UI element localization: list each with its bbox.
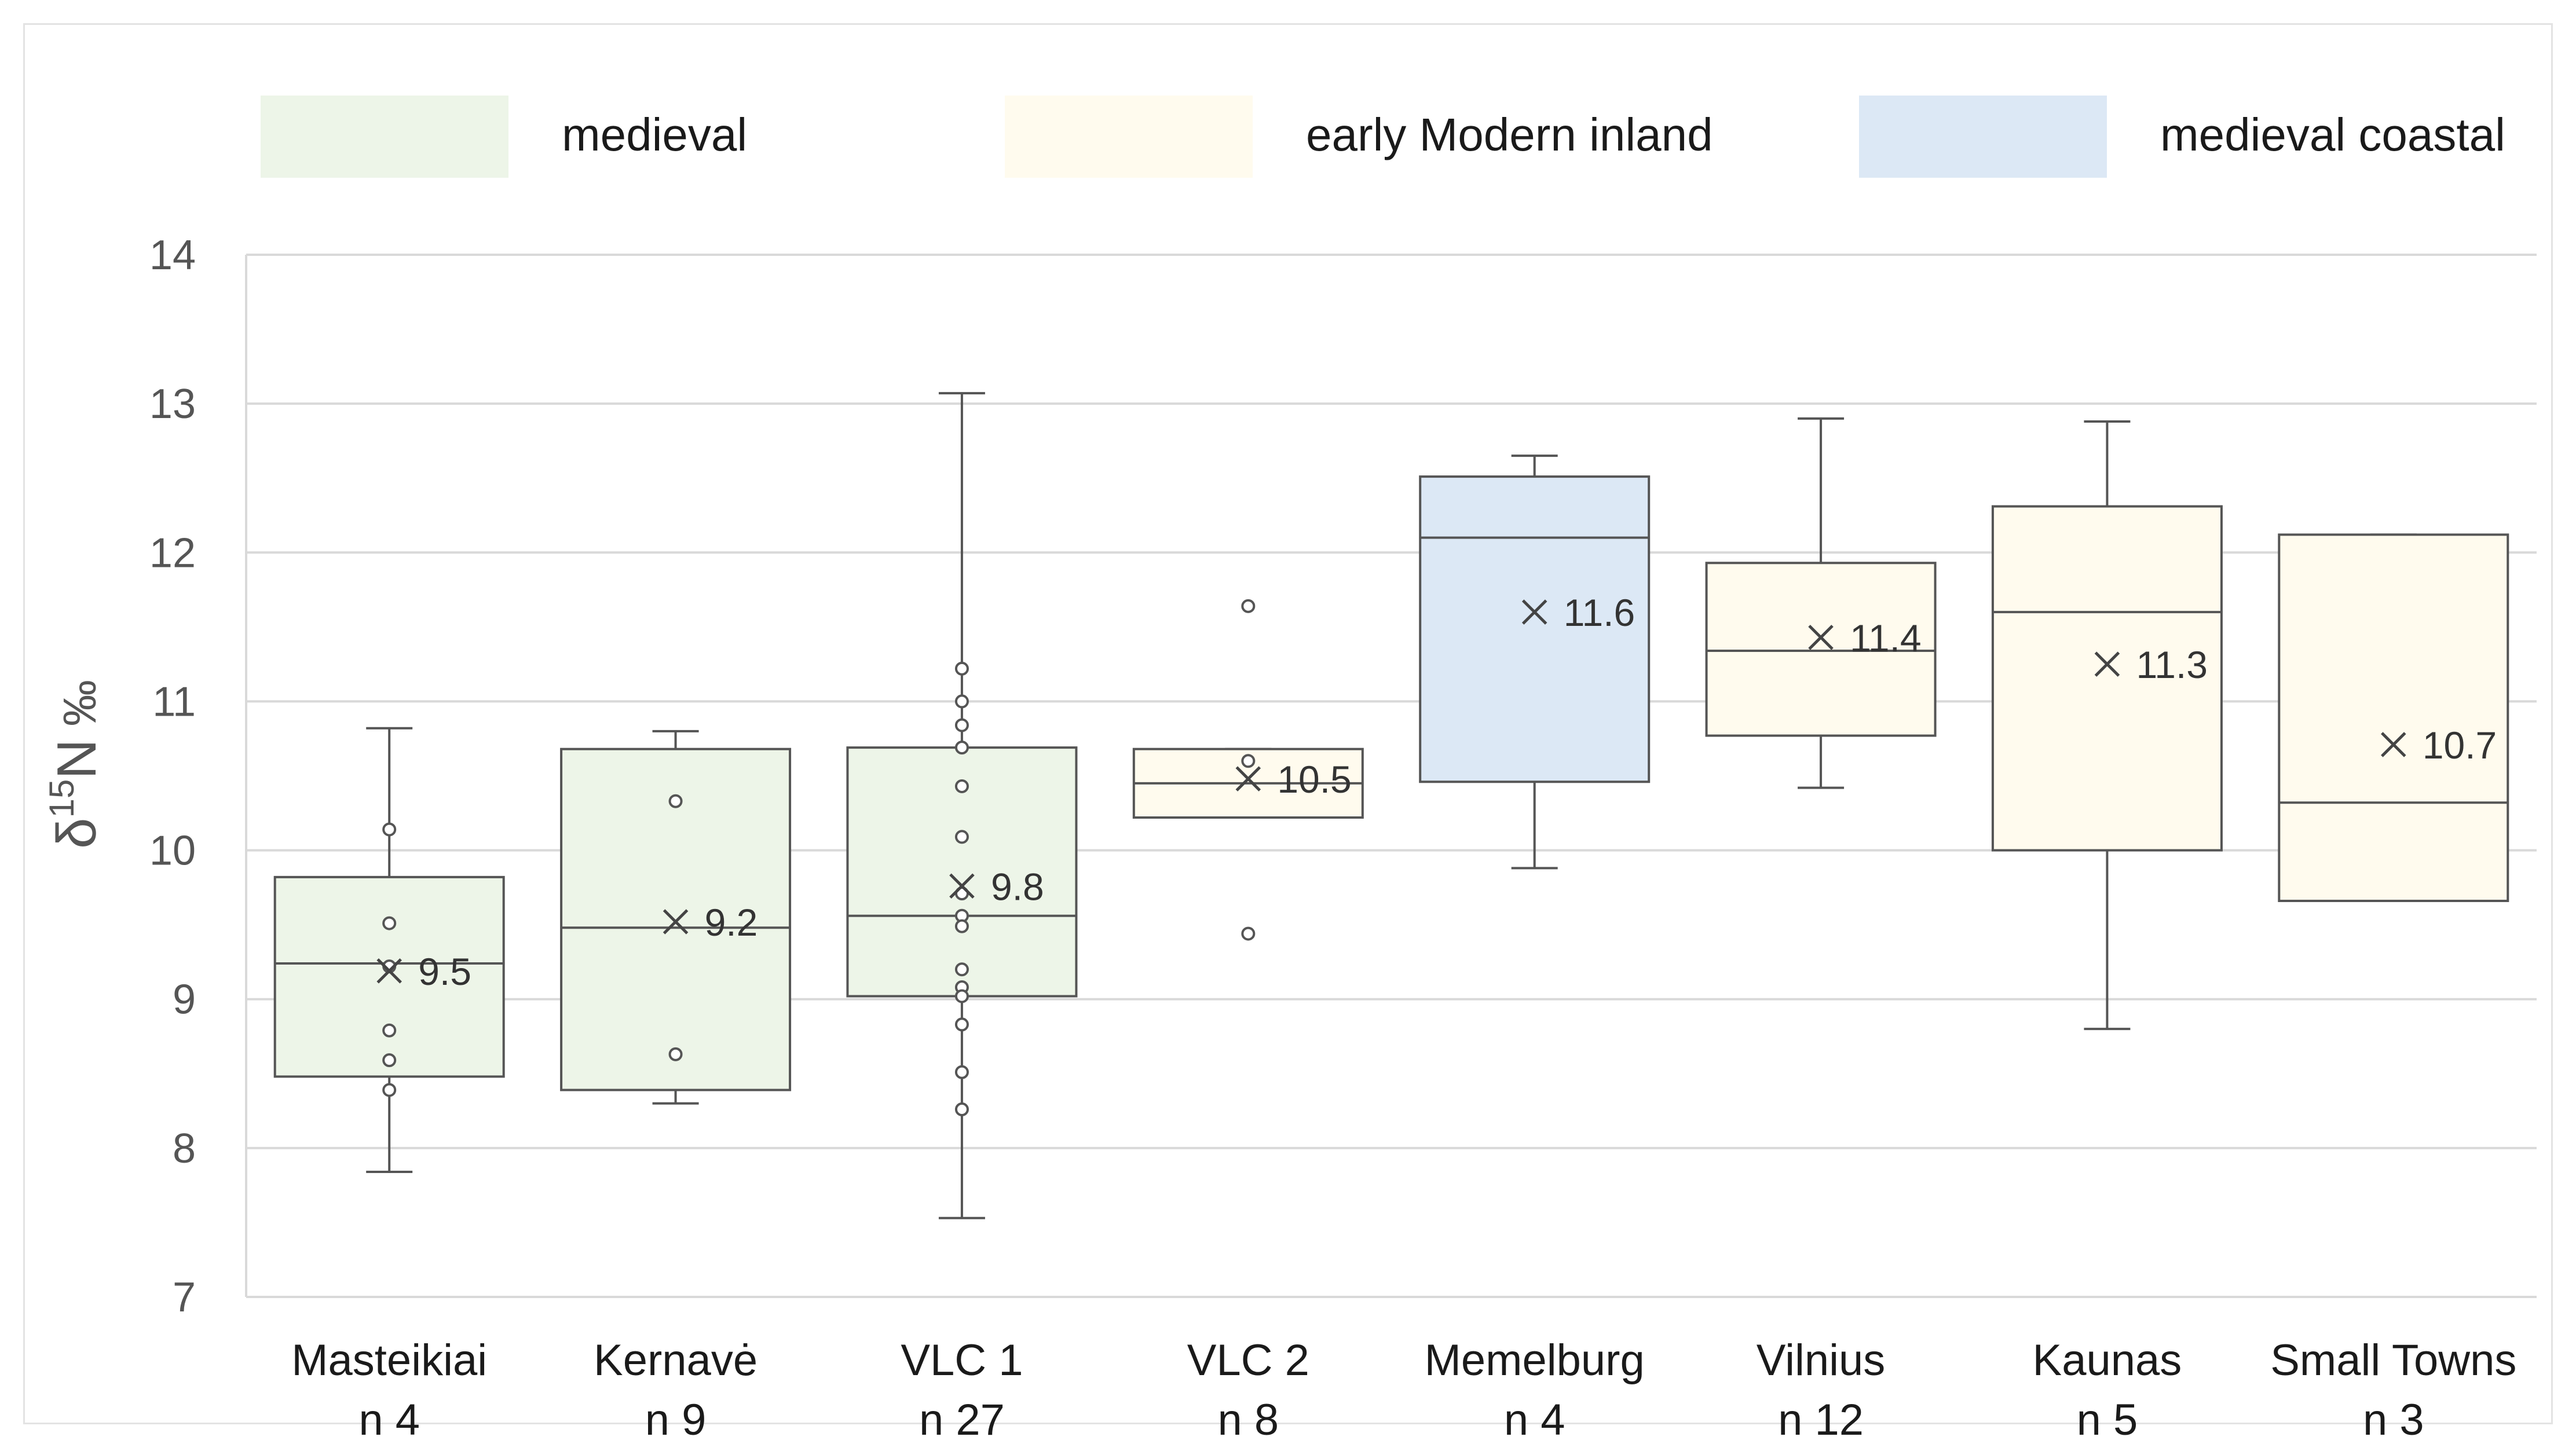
data-point-vlc-2-2: [1241, 926, 1256, 941]
box-group-masteikiai: 9.5: [273, 727, 505, 1173]
data-point-vlc-1-14: [954, 1102, 969, 1116]
mean-marker-vlc-1: [949, 873, 975, 899]
x-label-count-small-towns: n 3: [2363, 1395, 2424, 1445]
data-point-kernav-0: [668, 794, 683, 808]
data-point-vlc-1-13: [954, 1065, 969, 1079]
box-group-kaunas: 11.3: [1991, 420, 2223, 1031]
y-axis-title-superscript: 15: [42, 779, 81, 818]
legend-swatch-early-modern-inland: [1005, 96, 1253, 178]
data-point-vlc-2-1: [1241, 754, 1256, 768]
legend-swatch-medieval: [261, 96, 508, 178]
y-tick-label-12: 12: [149, 530, 196, 576]
mean-marker-kernav: [663, 909, 689, 934]
x-label-count-vilnius: n 12: [1778, 1395, 1864, 1445]
data-point-vlc-1-0: [954, 661, 969, 676]
data-point-masteikiai-3: [382, 1023, 397, 1038]
data-point-vlc-1-9: [954, 962, 969, 977]
x-label-count-memelburg: n 4: [1504, 1395, 1565, 1445]
mean-label-kaunas: 11.3: [2136, 643, 2208, 686]
data-point-masteikiai-0: [382, 822, 397, 837]
y-tick-label-10: 10: [149, 828, 196, 874]
x-label-count-vlc-2: n 8: [1217, 1395, 1279, 1445]
box-small-towns: [2278, 533, 2509, 902]
mean-marker-vilnius: [1808, 625, 1834, 650]
x-label-count-kernav: n 9: [645, 1395, 707, 1445]
y-tick-label-11: 11: [152, 679, 196, 725]
legend-label-medieval-coastal: medieval coastal: [2160, 109, 2505, 160]
box-group-small-towns: 10.7: [2278, 533, 2509, 902]
data-point-vlc-1-8: [954, 919, 969, 933]
data-point-masteikiai-1: [382, 916, 397, 930]
data-point-masteikiai-5: [382, 1083, 397, 1097]
y-tick-label-8: 8: [173, 1126, 196, 1172]
box-groups: 9.5 9.2 9.8 10.5 11.6 11.4 11.3 10.7: [273, 392, 2509, 1219]
y-axis-title-element: N: [46, 739, 108, 779]
legend-label-medieval: medieval: [562, 109, 747, 160]
y-axis-title: δ15N ‰: [42, 680, 108, 849]
legend-label-early-modern-inland: early Modern inland: [1306, 109, 1713, 160]
box-vilnius: [1705, 562, 1937, 737]
legend-swatch-medieval-coastal: [1859, 96, 2107, 178]
data-point-vlc-1-4: [954, 779, 969, 793]
y-tick-label-7: 7: [173, 1274, 196, 1321]
x-label-memelburg: Memelburg: [1425, 1336, 1645, 1385]
mean-label-vilnius: 11.4: [1850, 617, 1922, 659]
x-axis-labels: Masteikiai n 4 Kernavė n 9 VLC 1 n 27 VLC 2 n 8…: [291, 1336, 2516, 1445]
mean-label-masteikiai: 9.5: [418, 950, 471, 993]
box-group-kernav: 9.2: [560, 730, 792, 1105]
mean-label-vlc-2: 10.5: [1277, 758, 1351, 801]
mean-marker-vlc-2: [1235, 766, 1261, 791]
y-axis-title-text: δ15N ‰: [42, 680, 108, 849]
legend: medieval early Modern inland medieval coas…: [261, 96, 2505, 178]
y-tick-label-9: 9: [173, 977, 196, 1023]
y-axis-title-unit: ‰: [54, 680, 105, 739]
mean-label-vlc-1: 9.8: [991, 865, 1044, 908]
mean-marker-kaunas: [2094, 651, 2120, 677]
box-masteikiai: [273, 875, 505, 1078]
x-label-kernav: Kernavė: [594, 1336, 758, 1385]
x-label-kaunas: Kaunas: [2033, 1336, 2182, 1385]
data-point-masteikiai-4: [382, 1053, 397, 1068]
y-axis-title-symbol: δ: [46, 818, 108, 848]
data-point-vlc-1-2: [954, 718, 969, 732]
box-group-memelburg: 11.6: [1419, 455, 1651, 870]
x-label-count-kaunas: n 5: [2077, 1395, 2138, 1445]
data-point-kernav-1: [668, 1047, 683, 1061]
box-group-vilnius: 11.4: [1705, 417, 1937, 789]
x-label-small-towns: Small Towns: [2270, 1336, 2516, 1385]
mean-marker-masteikiai: [376, 958, 402, 984]
x-label-masteikiai: Masteikiai: [291, 1336, 487, 1385]
x-label-vilnius: Vilnius: [1757, 1336, 1886, 1385]
mean-label-kernav: 9.2: [705, 901, 758, 944]
chart-frame: [23, 23, 2553, 1424]
y-axis-ticks: 7 8 9 10 11 12 13 14: [149, 232, 196, 1321]
mean-label-memelburg: 11.6: [1564, 591, 1635, 634]
data-point-vlc-1-5: [954, 830, 969, 844]
box-memelburg: [1419, 475, 1651, 783]
x-label-count-vlc-1: n 27: [919, 1395, 1005, 1445]
data-point-vlc-2-0: [1241, 599, 1256, 613]
data-point-vlc-1-11: [954, 989, 969, 1003]
x-label-vlc-2: VLC 2: [1187, 1336, 1309, 1385]
data-point-vlc-1-1: [954, 694, 969, 709]
box-group-vlc-2: 10.5: [1132, 599, 1364, 941]
data-point-vlc-1-12: [954, 1017, 969, 1032]
y-tick-label-13: 13: [149, 381, 196, 427]
box-kaunas: [1991, 505, 2223, 852]
data-point-vlc-1-3: [954, 741, 969, 755]
box-group-vlc-1: 9.8: [846, 392, 1078, 1219]
mean-label-small-towns: 10.7: [2423, 724, 2497, 767]
y-tick-label-14: 14: [149, 232, 196, 278]
mean-marker-small-towns: [2381, 732, 2406, 757]
x-label-count-masteikiai: n 4: [358, 1395, 420, 1445]
mean-marker-memelburg: [1521, 599, 1547, 625]
x-label-vlc-1: VLC 1: [901, 1336, 1023, 1385]
